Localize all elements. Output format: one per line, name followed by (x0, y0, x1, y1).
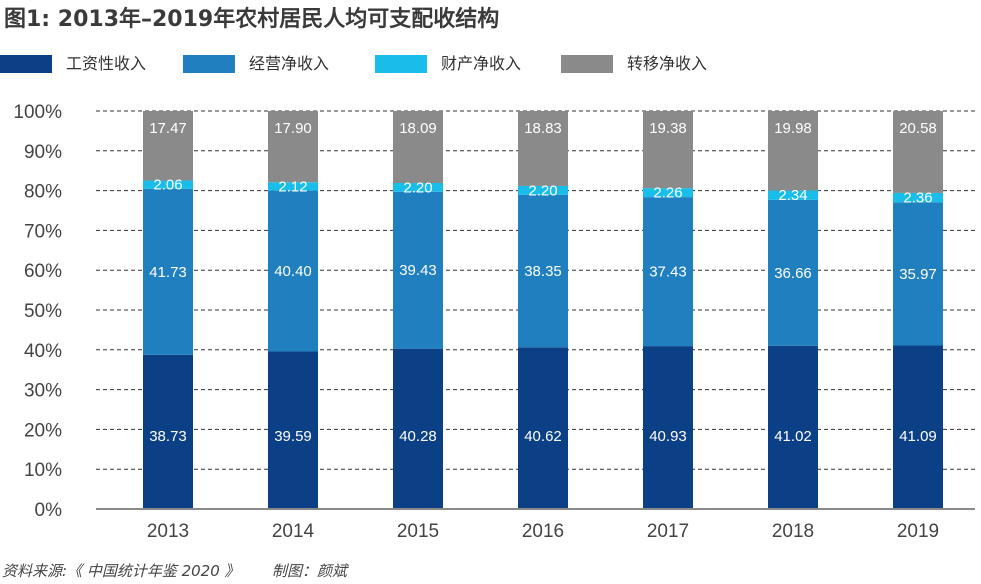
bar-segment (643, 346, 693, 509)
data-label: 2.12 (278, 178, 307, 195)
data-label: 20.58 (899, 120, 937, 137)
legend-swatch (0, 55, 52, 73)
bar-segment (393, 111, 443, 183)
y-tick-label: 30% (24, 381, 62, 402)
data-label: 37.43 (649, 264, 687, 281)
data-label: 41.73 (149, 264, 187, 281)
data-label: 19.38 (649, 120, 687, 137)
bar-segment (518, 111, 568, 186)
data-label: 2.36 (903, 190, 932, 207)
legend-swatch (375, 55, 427, 73)
bar-segment (518, 194, 568, 348)
legend-item: 工资性收入 (0, 52, 175, 76)
bar-segment (143, 188, 193, 355)
bar-segment (393, 182, 443, 192)
data-label: 39.43 (399, 262, 437, 279)
data-label: 17.47 (149, 120, 187, 137)
x-tick-label: 2019 (897, 521, 939, 540)
bar-segment (643, 188, 693, 198)
y-tick-label: 10% (24, 460, 62, 481)
legend-label: 经营净收入 (249, 54, 330, 73)
bar-segment (643, 197, 693, 347)
data-label: 39.59 (274, 428, 312, 445)
data-label: 17.90 (274, 120, 312, 137)
bar-segment (268, 111, 318, 183)
bar-segment (768, 345, 818, 509)
data-label: 2.26 (653, 185, 682, 202)
x-tick-label: 2014 (272, 521, 315, 540)
bar-segment (893, 111, 943, 193)
x-tick-label: 2017 (647, 521, 689, 540)
bar-segment (143, 354, 193, 509)
data-label: 2.20 (403, 179, 432, 196)
y-tick-label: 70% (24, 221, 62, 242)
y-tick-label: 60% (24, 261, 62, 282)
data-label: 41.09 (899, 428, 937, 445)
bar-segment (268, 182, 318, 191)
bar-segment (893, 345, 943, 509)
data-label: 40.93 (649, 428, 687, 445)
data-label: 38.73 (149, 428, 187, 445)
legend-label: 工资性收入 (66, 54, 147, 73)
data-label: 2.06 (153, 177, 182, 194)
data-label: 2.34 (778, 187, 807, 204)
x-tick-label: 2016 (522, 521, 564, 540)
bar-segment (643, 111, 693, 189)
data-label: 2.20 (528, 182, 557, 199)
legend-swatch (561, 55, 613, 73)
legend-item: 经营净收入 (183, 52, 358, 76)
y-tick-label: 20% (24, 420, 62, 441)
y-tick-label: 90% (24, 142, 62, 163)
legend-item: 财产净收入 (375, 52, 550, 76)
data-label: 18.09 (399, 120, 437, 137)
data-label: 38.35 (524, 263, 562, 280)
bar-segment (893, 202, 943, 346)
bar-segment (768, 111, 818, 191)
y-tick-label: 40% (24, 341, 62, 362)
bar-segment (143, 111, 193, 181)
legend: 工资性收入 经营净收入 财产净收入 转移净收入 (0, 52, 981, 76)
y-tick-label: 80% (24, 182, 62, 203)
data-label: 40.40 (274, 263, 312, 280)
legend-swatch (183, 55, 235, 73)
legend-item: 转移净收入 (561, 52, 736, 76)
bar-segment (768, 190, 818, 200)
bar-segment (518, 347, 568, 509)
bar-segment (893, 192, 943, 203)
y-tick-label: 50% (24, 301, 62, 322)
bar-segment (393, 191, 443, 349)
bar-segment (268, 190, 318, 352)
legend-label: 转移净收入 (627, 54, 708, 73)
x-tick-label: 2013 (147, 521, 189, 540)
y-tick-label: 100% (13, 102, 62, 123)
bar-segment (768, 199, 818, 346)
stacked-bar-chart: 0% 10% 20% 30% 40% 50% 60% 70% 80% 90% 100% 38.73 41… (13, 102, 975, 540)
data-label: 41.02 (774, 428, 812, 445)
bar-segment (268, 351, 318, 509)
x-tick-label: 2018 (772, 521, 814, 540)
data-label: 35.97 (899, 266, 937, 283)
author-text: 制图：颜斌 (272, 562, 348, 580)
y-tick-label: 0% (35, 500, 63, 521)
source-text: 资料来源:《 中国统计年鉴 2020 》 (2, 562, 240, 580)
data-label: 40.28 (399, 428, 437, 445)
chart-title: 图1: 2013年–2019年农村居民人均可支配收结构 (4, 7, 500, 32)
data-label: 18.83 (524, 120, 562, 137)
bar-segment (143, 180, 193, 189)
legend-label: 财产净收入 (441, 54, 522, 73)
x-tick-label: 2015 (397, 521, 439, 540)
data-label: 19.98 (774, 120, 812, 137)
data-label: 36.66 (774, 265, 812, 282)
data-label: 40.62 (524, 428, 562, 445)
bar-segment (393, 348, 443, 509)
bar-segment (518, 185, 568, 195)
